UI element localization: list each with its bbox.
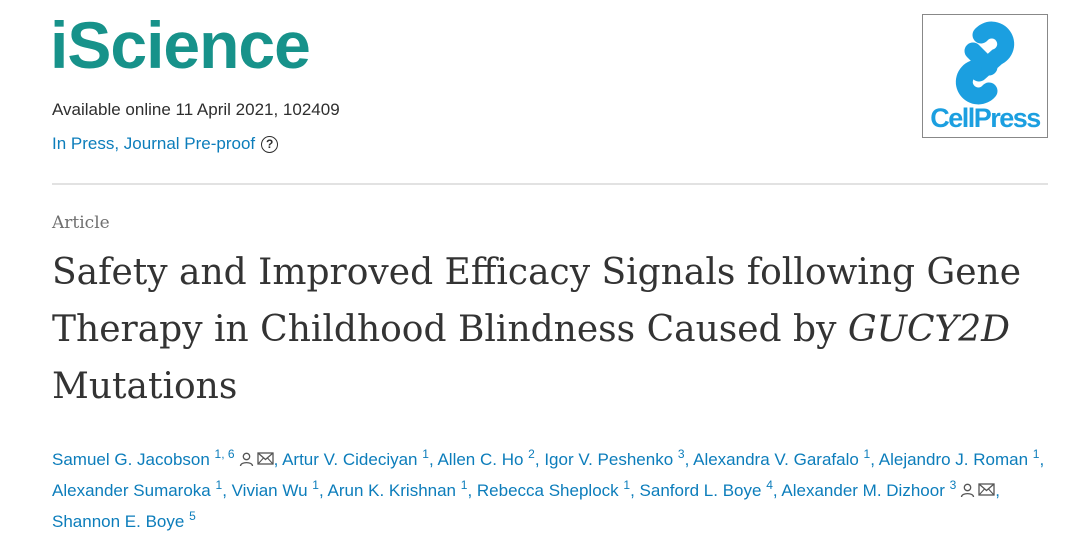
affiliation-sup[interactable]: 1 bbox=[623, 478, 631, 492]
affiliation-sup[interactable]: 1 bbox=[312, 478, 319, 492]
journal-logo[interactable]: iScience bbox=[50, 8, 311, 82]
cellpress-mark-icon bbox=[955, 21, 1015, 105]
author-separator: , bbox=[630, 481, 640, 500]
affiliation-sup[interactable]: 1 bbox=[460, 478, 468, 492]
header-divider bbox=[52, 183, 1048, 185]
author-name: Igor V. Peshenko bbox=[544, 450, 674, 469]
author-separator: , bbox=[1039, 450, 1045, 469]
affiliation-sup[interactable]: 4 bbox=[766, 478, 773, 492]
author-name: Vivian Wu bbox=[231, 481, 308, 500]
author-link[interactable]: Artur V. Cideciyan 1 bbox=[282, 447, 429, 469]
author-name: Shannon E. Boye bbox=[52, 512, 185, 531]
title-gene: GUCY2D bbox=[847, 309, 1011, 350]
article-title: Safety and Improved Efficacy Signals fol… bbox=[52, 244, 1062, 415]
author-link[interactable]: Vivian Wu 1 bbox=[231, 478, 319, 500]
author-name: Arun K. Krishnan bbox=[327, 481, 457, 500]
affiliation-sup[interactable]: 1 bbox=[863, 447, 871, 461]
author-link[interactable]: Sanford L. Boye 4 bbox=[639, 478, 773, 500]
affiliation-sup[interactable]: 1 bbox=[215, 478, 223, 492]
help-icon[interactable]: ? bbox=[261, 135, 279, 153]
author-name: Allen C. Ho bbox=[437, 450, 524, 469]
affiliation-sup[interactable]: 3 bbox=[949, 478, 957, 492]
author-separator: , bbox=[428, 450, 438, 469]
author-name: Alexander M. Dizhoor bbox=[781, 481, 945, 500]
affiliation-sup[interactable]: 1, 6 bbox=[214, 447, 235, 461]
article-status[interactable]: In Press, Journal Pre-proof ? bbox=[52, 134, 279, 154]
author-link[interactable]: Alexander M. Dizhoor 3 bbox=[781, 478, 995, 500]
author-link[interactable]: Alexandra V. Garafalo 1 bbox=[693, 447, 871, 469]
author-separator: , bbox=[222, 481, 232, 500]
author-separator: , bbox=[534, 450, 545, 469]
availability-date: Available online 11 April 2021, 102409 bbox=[52, 100, 340, 119]
publisher-logo[interactable]: CellPress bbox=[922, 14, 1048, 138]
author-separator: , bbox=[870, 450, 879, 469]
author-separator: , bbox=[772, 481, 782, 500]
affiliation-sup[interactable]: 3 bbox=[677, 447, 685, 461]
author-name: Sanford L. Boye bbox=[639, 481, 762, 500]
author-link[interactable]: Rebecca Sheplock 1 bbox=[476, 478, 631, 500]
author-link[interactable]: Arun K. Krishnan 1 bbox=[327, 478, 468, 500]
publisher-name: CellPress bbox=[930, 103, 1041, 133]
title-end: Mutations bbox=[52, 366, 238, 407]
title-text: Safety and Improved Efficacy Signals fol… bbox=[52, 252, 1022, 350]
affiliation-sup[interactable]: 1 bbox=[1032, 447, 1040, 461]
author-link[interactable]: Igor V. Peshenko 3 bbox=[544, 447, 685, 469]
author-link[interactable]: Alexander Sumaroka 1 bbox=[52, 478, 223, 500]
author-name: Alexander Sumaroka bbox=[52, 481, 211, 500]
author-link[interactable]: Allen C. Ho 2 bbox=[437, 447, 535, 469]
author-name: Samuel G. Jacobson bbox=[52, 450, 210, 469]
article-type: Article bbox=[52, 213, 110, 233]
author-separator: , bbox=[684, 450, 694, 469]
author-separator: , bbox=[467, 481, 477, 500]
author-list: Samuel G. Jacobson 1, 6, Artur V. Cideci… bbox=[52, 444, 1052, 537]
status-label[interactable]: In Press, Journal Pre-proof bbox=[52, 134, 256, 153]
author-separator: , bbox=[995, 481, 1001, 500]
author-name: Artur V. Cideciyan bbox=[282, 450, 418, 469]
author-name: Rebecca Sheplock bbox=[476, 481, 619, 500]
author-separator: , bbox=[318, 481, 328, 500]
author-link[interactable]: Shannon E. Boye 5 bbox=[52, 509, 196, 531]
mail-icon[interactable] bbox=[978, 483, 995, 498]
affiliation-sup[interactable]: 2 bbox=[528, 447, 535, 461]
affiliation-sup[interactable]: 5 bbox=[189, 509, 196, 523]
person-icon[interactable] bbox=[239, 452, 254, 467]
author-name: Alexandra V. Garafalo bbox=[693, 450, 859, 469]
person-icon[interactable] bbox=[960, 483, 975, 498]
author-link[interactable]: Alejandro J. Roman 1 bbox=[878, 447, 1040, 469]
mail-icon[interactable] bbox=[256, 452, 274, 467]
author-separator: , bbox=[273, 450, 283, 469]
author-name: Alejandro J. Roman bbox=[878, 450, 1029, 469]
author-link[interactable]: Samuel G. Jacobson 1, 6 bbox=[52, 447, 274, 469]
affiliation-sup[interactable]: 1 bbox=[422, 447, 429, 461]
